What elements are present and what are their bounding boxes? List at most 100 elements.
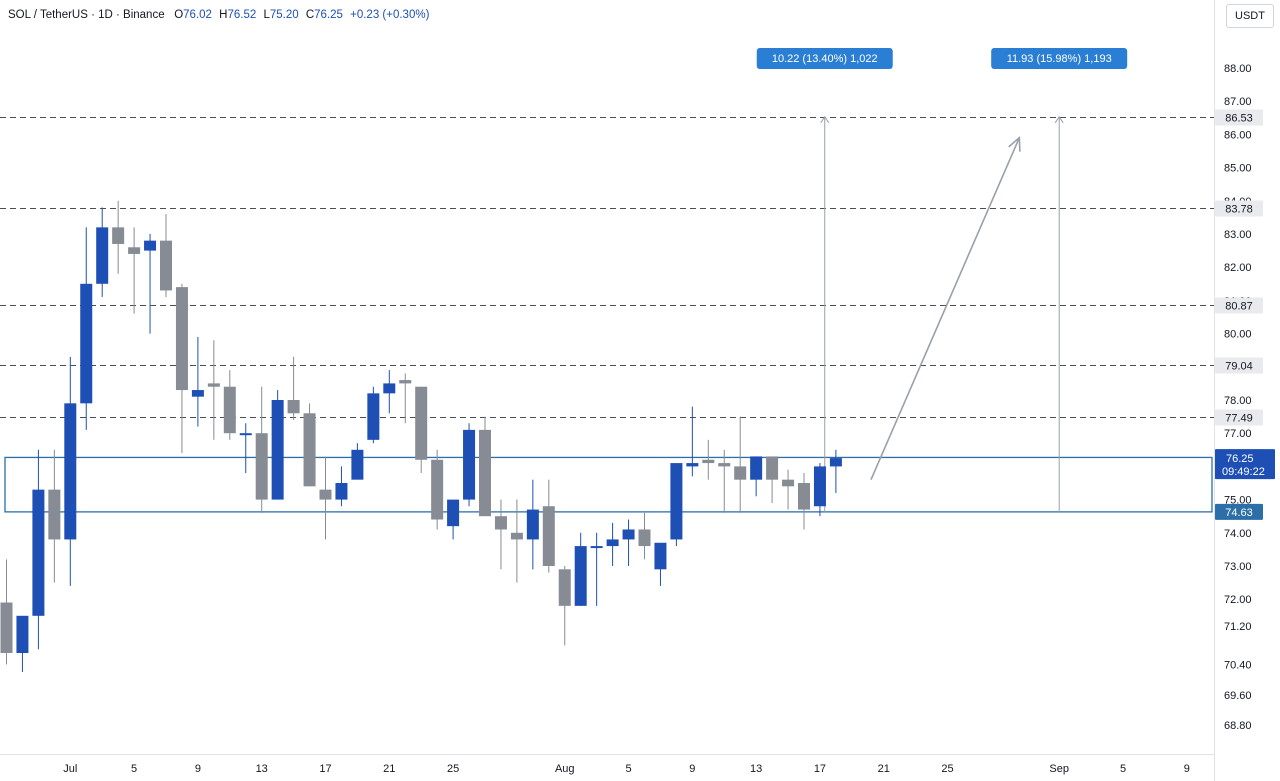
candle-body[interactable] xyxy=(526,509,539,540)
candle-body[interactable] xyxy=(239,433,252,436)
candle-body[interactable] xyxy=(574,546,587,606)
x-tick-label: 9 xyxy=(1184,763,1190,775)
measure-label-box[interactable] xyxy=(991,48,1128,70)
y-tick-label: 87.00 xyxy=(1224,96,1252,108)
y-tick-label: 68.80 xyxy=(1224,720,1252,732)
low-label: L xyxy=(263,9,270,21)
measure-arrowhead xyxy=(820,115,830,124)
y-tick-label: 70.40 xyxy=(1224,659,1252,671)
projection-arrow-line[interactable] xyxy=(870,137,1021,480)
candle-body[interactable] xyxy=(590,546,603,549)
y-tick-label: 82.00 xyxy=(1224,262,1252,274)
candle-body[interactable] xyxy=(0,602,13,653)
measure-arrowhead xyxy=(1054,115,1064,124)
x-tick-label: Aug xyxy=(555,763,575,775)
candle-body[interactable] xyxy=(207,383,220,387)
candle-body[interactable] xyxy=(622,529,635,540)
y-tick-label: 74.00 xyxy=(1224,528,1252,540)
candle-body[interactable] xyxy=(670,463,683,540)
candle-body[interactable] xyxy=(638,529,651,547)
x-tick-label: 5 xyxy=(1120,763,1126,775)
candle-body[interactable] xyxy=(813,466,826,507)
candle-body[interactable] xyxy=(64,403,77,540)
candle-body[interactable] xyxy=(48,489,61,540)
level-price-tag xyxy=(1215,297,1263,314)
candle-body[interactable] xyxy=(542,506,555,566)
low-value: 75.20 xyxy=(269,9,299,21)
close-value: 76.25 xyxy=(314,9,343,21)
x-tick-label: 9 xyxy=(689,763,695,775)
candle-body[interactable] xyxy=(606,539,619,547)
open-value: 76.02 xyxy=(183,9,212,21)
x-tick-label: 5 xyxy=(625,763,631,775)
close-label: C xyxy=(305,9,315,21)
x-tick-label: 5 xyxy=(131,763,137,775)
measure-label: 11.93 (15.98%) 1,193 xyxy=(1007,53,1112,65)
candle-body[interactable] xyxy=(798,483,810,510)
y-tick-label: 86.00 xyxy=(1224,129,1252,141)
candle-body[interactable] xyxy=(829,458,842,467)
candle-body[interactable] xyxy=(686,463,699,467)
candle-body[interactable] xyxy=(351,449,364,480)
x-tick-label: 13 xyxy=(750,763,762,775)
level-price-label: 77.49 xyxy=(1225,413,1253,425)
open-label: O xyxy=(174,9,184,21)
candle-body[interactable] xyxy=(144,240,157,251)
candle-body[interactable] xyxy=(367,393,380,440)
level-price-tag xyxy=(1215,357,1263,374)
candle-body[interactable] xyxy=(654,542,667,570)
candle-body[interactable] xyxy=(80,283,93,404)
candle-body[interactable] xyxy=(447,499,460,527)
candle-body[interactable] xyxy=(255,433,268,500)
candle-body[interactable] xyxy=(702,459,715,464)
candle-body[interactable] xyxy=(766,456,779,480)
x-tick-label: 25 xyxy=(941,763,953,775)
candle-body[interactable] xyxy=(96,227,109,284)
candle-body[interactable] xyxy=(479,429,491,517)
candle-body[interactable] xyxy=(191,390,204,397)
candle-body[interactable] xyxy=(750,456,763,480)
candle-body[interactable] xyxy=(431,459,444,520)
candle-body[interactable] xyxy=(319,489,332,500)
candle-body[interactable] xyxy=(112,227,125,244)
candle-body[interactable] xyxy=(303,413,316,487)
candle-body[interactable] xyxy=(415,386,428,460)
high-value: 76.52 xyxy=(227,9,257,21)
candle-body[interactable] xyxy=(463,429,476,500)
support-zone-rectangle[interactable] xyxy=(4,456,1213,513)
y-tick-label: 88.00 xyxy=(1224,63,1252,75)
candle-body[interactable] xyxy=(494,516,507,530)
level-price-tag xyxy=(1215,109,1263,126)
candle-body[interactable] xyxy=(383,383,396,394)
candle-body[interactable] xyxy=(16,615,29,653)
candle-body[interactable] xyxy=(782,479,795,487)
candle-body[interactable] xyxy=(510,532,523,540)
y-tick-label: 83.00 xyxy=(1224,229,1252,241)
level-price-tag xyxy=(1215,409,1263,426)
candle-body[interactable] xyxy=(734,466,747,480)
projection-arrowhead xyxy=(1008,136,1021,152)
symbol-info[interactable]: SOL / TetherUS · 1D · Binance xyxy=(8,9,165,21)
candle-body[interactable] xyxy=(223,386,236,434)
candle-body[interactable] xyxy=(558,569,571,606)
zone-bottom-price-tag-label: 74.63 xyxy=(1225,507,1253,519)
candle-body[interactable] xyxy=(32,489,45,616)
candle-body[interactable] xyxy=(287,400,300,414)
candle-body[interactable] xyxy=(271,400,284,500)
candle-body[interactable] xyxy=(718,463,731,467)
x-tick-label: 21 xyxy=(878,763,890,775)
x-tick-label: 25 xyxy=(447,763,459,775)
measure-label-box[interactable] xyxy=(756,48,893,70)
y-tick-label: 72.00 xyxy=(1224,594,1252,606)
candle-body[interactable] xyxy=(160,240,172,291)
bar-countdown: 09:49:22 xyxy=(1222,466,1265,478)
x-tick-label: Sep xyxy=(1049,763,1069,775)
candle-body[interactable] xyxy=(175,287,188,391)
level-price-label: 83.78 xyxy=(1225,204,1253,216)
candle-body[interactable] xyxy=(128,247,141,254)
currency-button[interactable]: USDT xyxy=(1226,4,1274,28)
candle-body[interactable] xyxy=(399,380,412,384)
high-label: H xyxy=(219,9,228,21)
candle-body[interactable] xyxy=(335,483,348,500)
